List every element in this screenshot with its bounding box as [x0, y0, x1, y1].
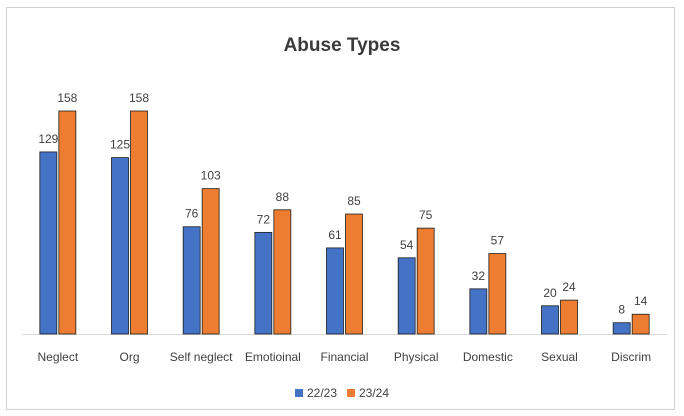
data-label-series2-financial: 85: [347, 194, 361, 208]
bar-series2-financial: [345, 213, 363, 335]
legend-swatch-series-2: [347, 389, 355, 397]
bar-series2-emotioinal: [273, 209, 292, 335]
legend: 22/23 23/24: [0, 386, 684, 400]
bar-series1-neglect: [39, 151, 58, 335]
bar-series1-discrim: [612, 322, 631, 335]
x-tick-label-discrim: Discrim: [611, 350, 651, 364]
x-tick-label-physical: Physical: [394, 350, 439, 364]
x-tick-label-org: Org: [119, 350, 139, 364]
legend-swatch-series-1: [294, 389, 303, 397]
x-tick-label-self-neglect: Self neglect: [170, 350, 233, 364]
bar-series1-sexual: [541, 305, 559, 335]
bar-series1-emotioinal: [254, 231, 273, 335]
bar-series2-self-neglect: [201, 188, 220, 335]
legend-item-series-2: 23/24: [347, 386, 389, 400]
x-tick-label-emotioinal: Emotioinal: [245, 350, 301, 364]
bar-series2-discrim: [631, 313, 650, 335]
data-label-series1-domestic: 32: [472, 269, 486, 283]
data-label-series2-sexual: 24: [562, 280, 576, 294]
x-tick-label-neglect: Neglect: [37, 350, 78, 364]
bar-series1-org: [111, 157, 129, 335]
data-label-series1-org: 125: [110, 138, 130, 152]
data-label-series1-physical: 54: [400, 238, 414, 252]
chart-title: Abuse Types: [283, 35, 401, 56]
data-label-series2-neglect: 158: [57, 91, 77, 105]
x-tick-label-sexual: Sexual: [541, 350, 578, 364]
bar-series2-domestic: [488, 253, 507, 335]
bar-series1-physical: [397, 257, 416, 335]
data-label-series1-discrim: 8: [618, 303, 625, 317]
bar-series1-financial: [326, 247, 344, 335]
data-label-series2-physical: 75: [419, 208, 433, 222]
data-label-series2-emotioinal: 88: [276, 190, 290, 204]
bar-series1-domestic: [469, 288, 488, 335]
bar-series2-neglect: [58, 110, 77, 335]
data-label-series1-sexual: 20: [543, 286, 557, 300]
data-label-series2-self-neglect: 103: [201, 169, 221, 183]
data-label-series1-financial: 61: [328, 228, 342, 242]
data-label-series1-self-neglect: 76: [185, 207, 199, 221]
data-label-series2-domestic: 57: [491, 234, 505, 248]
x-tick-label-domestic: Domestic: [463, 350, 513, 364]
data-label-series1-neglect: 129: [38, 132, 58, 146]
bar-series1-self-neglect: [182, 226, 201, 335]
bar-series2-physical: [416, 227, 435, 335]
bar-series2-sexual: [560, 299, 578, 335]
data-label-series1-emotioinal: 72: [257, 212, 271, 226]
data-label-series2-discrim: 14: [634, 294, 648, 308]
legend-item-series-1: 22/23: [294, 386, 337, 400]
bar-series2-org: [130, 110, 148, 335]
data-label-series2-org: 158: [129, 91, 149, 105]
legend-label-series-1: 22/23: [306, 386, 337, 400]
x-tick-label-financial: Financial: [320, 350, 368, 364]
legend-label-series-2: 23/24: [359, 386, 390, 400]
